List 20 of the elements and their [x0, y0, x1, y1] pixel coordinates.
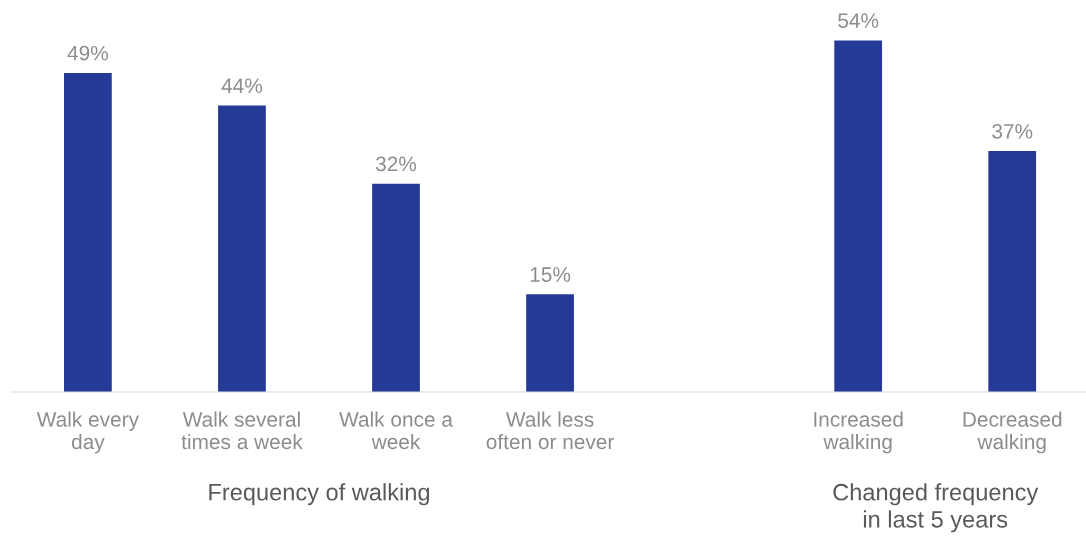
- bar: [988, 151, 1037, 393]
- bar: [372, 183, 420, 393]
- bar: [526, 294, 574, 393]
- x-tick-label: Increased walking: [814, 411, 903, 454]
- bar: [218, 105, 266, 393]
- data-label: 54%: [838, 13, 879, 28]
- x-tick-label: Walk several times a week: [181, 411, 303, 450]
- data-label: 15%: [530, 267, 571, 282]
- data-label: 37%: [992, 123, 1033, 139]
- x-tick-label: Walk every day: [36, 411, 139, 454]
- x-tick-label: Walk less often or never: [486, 411, 614, 450]
- data-label: 44%: [221, 78, 263, 94]
- text: Frequency of walking: [209, 483, 430, 506]
- x-tick-label: Walk once a week: [339, 411, 453, 450]
- text: Changed frequency in last 5 years: [833, 483, 1039, 533]
- data-label: 32%: [375, 156, 417, 172]
- x-tick-label: Decreased walking: [963, 411, 1062, 454]
- bar: [64, 72, 112, 393]
- data-label: 49%: [67, 45, 108, 61]
- bar: [834, 40, 883, 393]
